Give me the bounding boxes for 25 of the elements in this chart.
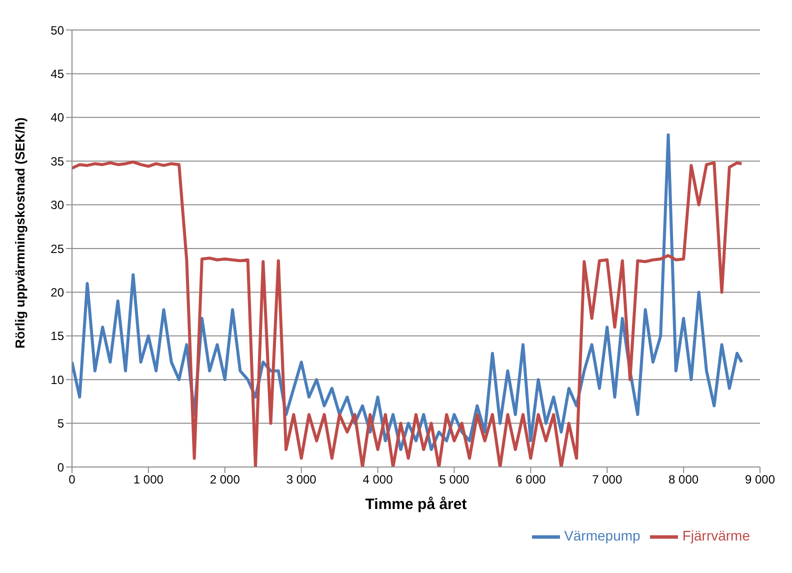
x-tick-label: 5 000 — [439, 472, 470, 487]
y-tick-label: 50 — [50, 23, 64, 38]
y-tick-label: 45 — [50, 66, 64, 81]
y-axis-title: Rörlig uppvärmningskostnad (SEK/h) — [12, 117, 28, 348]
x-tick-label: 1 000 — [133, 472, 164, 487]
y-tick-label: 0 — [57, 460, 64, 474]
y-tick-label: 35 — [50, 154, 64, 168]
y-tick-label: 20 — [50, 285, 64, 300]
y-tick-label: 25 — [50, 242, 64, 256]
x-tick-label: 3 000 — [286, 472, 317, 487]
x-tick-label: 7 000 — [592, 472, 622, 487]
legend-label: Värmepump — [564, 528, 640, 544]
y-tick-label: 10 — [50, 372, 64, 387]
legend-label: Fjärrvärme — [682, 528, 750, 544]
x-axis-title: Timme på året — [365, 496, 467, 513]
x-tick-label: 2 000 — [210, 472, 240, 487]
y-tick-label: 15 — [50, 329, 64, 344]
x-tick-label: 6 000 — [516, 472, 546, 487]
y-tick-label: 5 — [57, 416, 64, 431]
y-tick-label: 40 — [50, 110, 64, 125]
y-tick-label: 30 — [50, 198, 64, 212]
x-tick-label: 9 000 — [744, 472, 776, 487]
x-tick-label: 0 — [68, 472, 76, 487]
x-tick-label: 4 000 — [362, 472, 394, 487]
x-tick-label: 8 000 — [668, 472, 699, 487]
